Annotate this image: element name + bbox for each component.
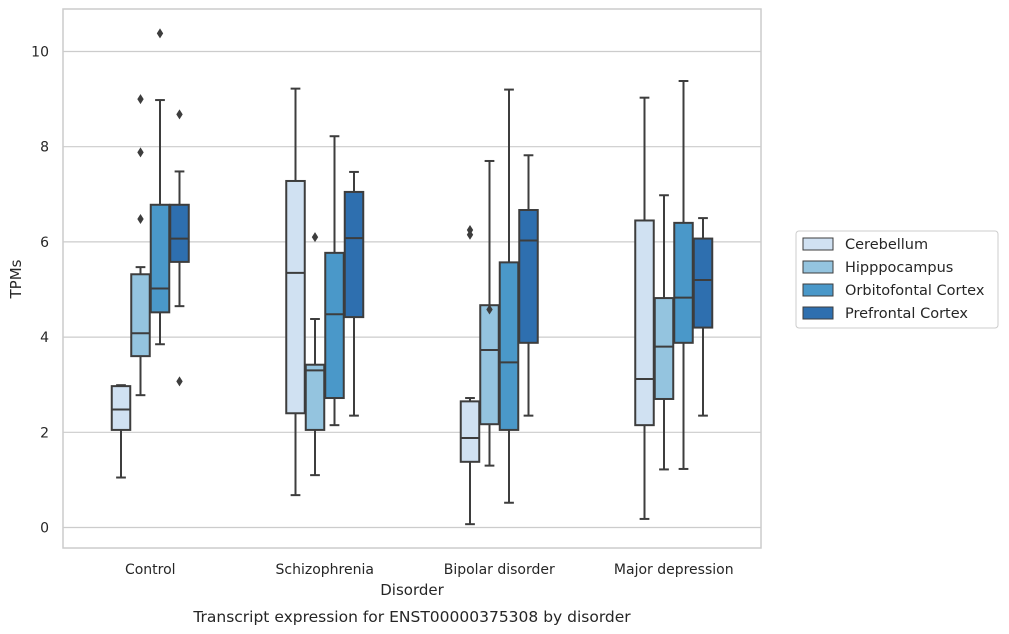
outlier-point (156, 28, 164, 39)
x-tick-label: Schizophrenia (276, 562, 374, 578)
y-tick-label: 4 (40, 330, 49, 346)
outlier-point (137, 94, 144, 105)
box-1-0 (285, 87, 306, 497)
box-iqr (673, 221, 694, 344)
box-2-2 (498, 88, 520, 504)
y-tick-label: 0 (40, 521, 49, 537)
box-iqr (634, 219, 655, 427)
legend-label: Prefrontal Cortex (845, 306, 968, 322)
outlier-point (176, 376, 183, 387)
x-tick-label: Bipolar disorder (444, 562, 555, 578)
box-0-0 (110, 384, 132, 479)
box-3-3 (692, 217, 714, 417)
x-tick-label: Control (125, 562, 176, 578)
box-iqr (285, 179, 306, 415)
y-tick-label: 8 (40, 140, 49, 156)
outlier-point (486, 304, 493, 315)
outlier-point (311, 232, 319, 243)
legend-label: Cerebellum (845, 237, 928, 253)
box-0-1 (130, 94, 151, 397)
box-3-2 (673, 80, 694, 470)
x-tick-label: Major depression (614, 562, 734, 578)
outlier-point (137, 147, 144, 158)
outlier-point (466, 225, 474, 235)
legend-swatch (802, 237, 834, 251)
chart-caption: Transcript expression for ENST0000037530… (192, 608, 631, 626)
box-iqr (304, 363, 326, 431)
y-axis-title: TPMs (7, 259, 25, 299)
box-0-3 (169, 109, 190, 387)
box-1-3 (343, 170, 365, 417)
box-iqr (324, 251, 345, 400)
box-iqr (169, 203, 190, 263)
box-iqr (498, 261, 520, 431)
outlier-point (176, 109, 183, 120)
legend-swatch (802, 283, 834, 297)
box-2-3 (518, 154, 539, 417)
box-3-1 (653, 194, 675, 471)
legend-swatch (802, 260, 834, 274)
box-iqr (479, 304, 500, 426)
y-tick-label: 2 (40, 425, 49, 441)
y-tick-label: 6 (40, 235, 49, 251)
legend: Cerebellum Hipppocampus Orbitofontal Corte… (795, 230, 999, 329)
box-iqr (692, 237, 714, 329)
legend-label: Orbitofontal Cortex (845, 283, 985, 299)
box-groups (110, 28, 714, 526)
box-iqr (149, 203, 171, 314)
legend-frame (795, 230, 999, 329)
y-tick-labels: 0 2 4 6 8 10 (31, 45, 49, 537)
x-tick-labels: Control Schizophrenia Bipolar disorder Majo… (125, 562, 734, 578)
box-2-0 (459, 225, 481, 526)
box-iqr (343, 190, 365, 319)
legend-swatch (802, 306, 834, 320)
outlier-point (137, 214, 144, 225)
box-iqr (653, 297, 675, 400)
box-iqr (130, 273, 151, 358)
box-iqr (518, 209, 539, 344)
y-tick-label: 10 (31, 45, 49, 61)
box-iqr (459, 400, 481, 463)
box-iqr (110, 385, 132, 431)
box-2-1 (479, 159, 500, 467)
legend-label: Hipppocampus (845, 260, 953, 276)
x-axis-title: Disorder (380, 581, 444, 599)
plot-frame (62, 8, 762, 549)
box-1-2 (324, 135, 345, 427)
